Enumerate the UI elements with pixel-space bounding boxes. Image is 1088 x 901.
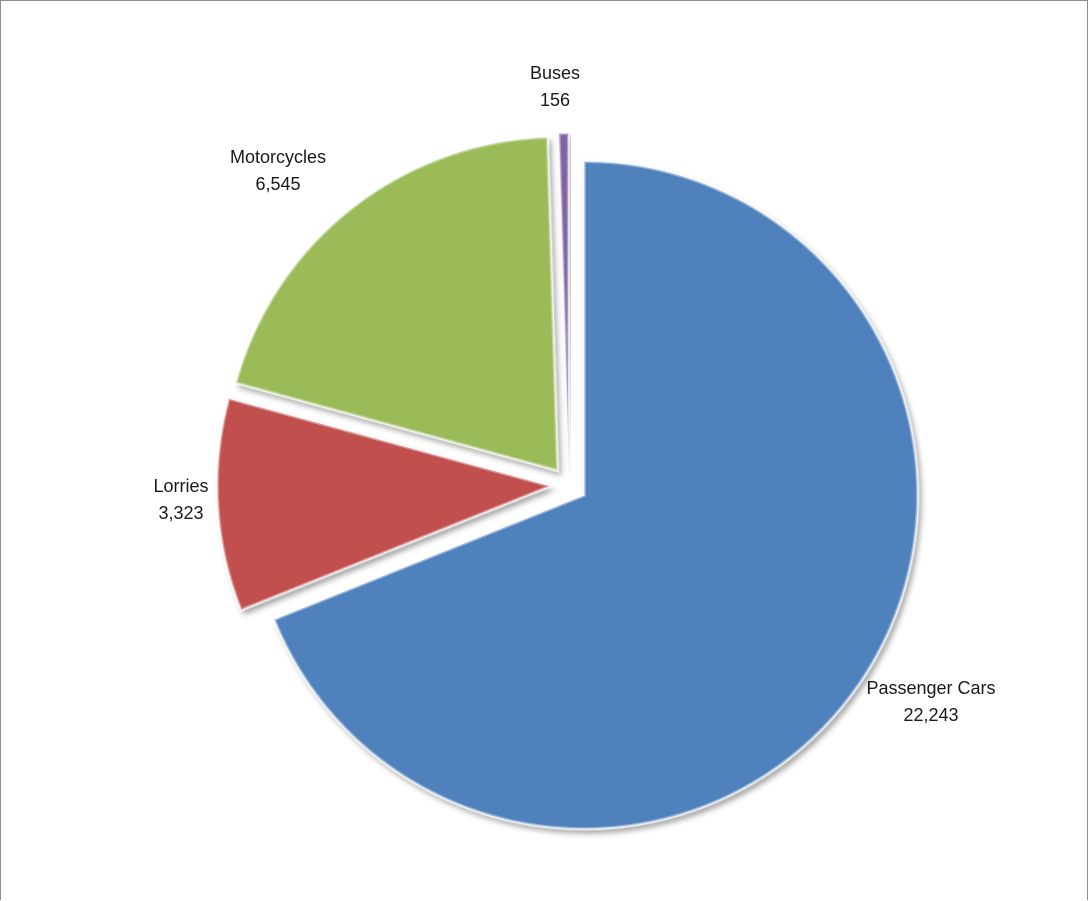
slice-value-label-buses: 156 [540, 90, 570, 110]
pie-slice-bevel-passenger-cars [271, 159, 920, 832]
pie-slice-shape-passenger-cars [272, 160, 919, 830]
pie-slice-bevel-buses [556, 131, 571, 468]
pie-slice-shape-buses [557, 132, 570, 468]
slices-layer [215, 131, 920, 832]
slice-category-label-buses: Buses [530, 63, 580, 83]
pie-slice-shape-lorries [216, 397, 554, 612]
pie-slice-buses [556, 131, 571, 468]
labels-layer: Passenger Cars 22,243 Lorries 3,323 Motorcyc… [153, 63, 995, 725]
pie-slice-passenger-cars [271, 159, 920, 832]
slice-value-label-passenger-cars: 22,243 [903, 705, 958, 725]
slice-category-label-motorcycles: Motorcycles [230, 147, 326, 167]
pie-slice-shape-motorcycles [234, 136, 559, 472]
slice-category-label-lorries: Lorries [153, 476, 208, 496]
pie-slice-bevel-lorries [215, 395, 558, 613]
pie-slice-bevel-motorcycles [233, 134, 560, 474]
pie-slice-motorcycles [233, 134, 560, 474]
slice-value-label-lorries: 3,323 [158, 503, 203, 523]
slice-category-label-passenger-cars: Passenger Cars [866, 678, 995, 698]
pie-slice-lorries [215, 395, 558, 613]
slice-value-label-motorcycles: 6,545 [255, 174, 300, 194]
